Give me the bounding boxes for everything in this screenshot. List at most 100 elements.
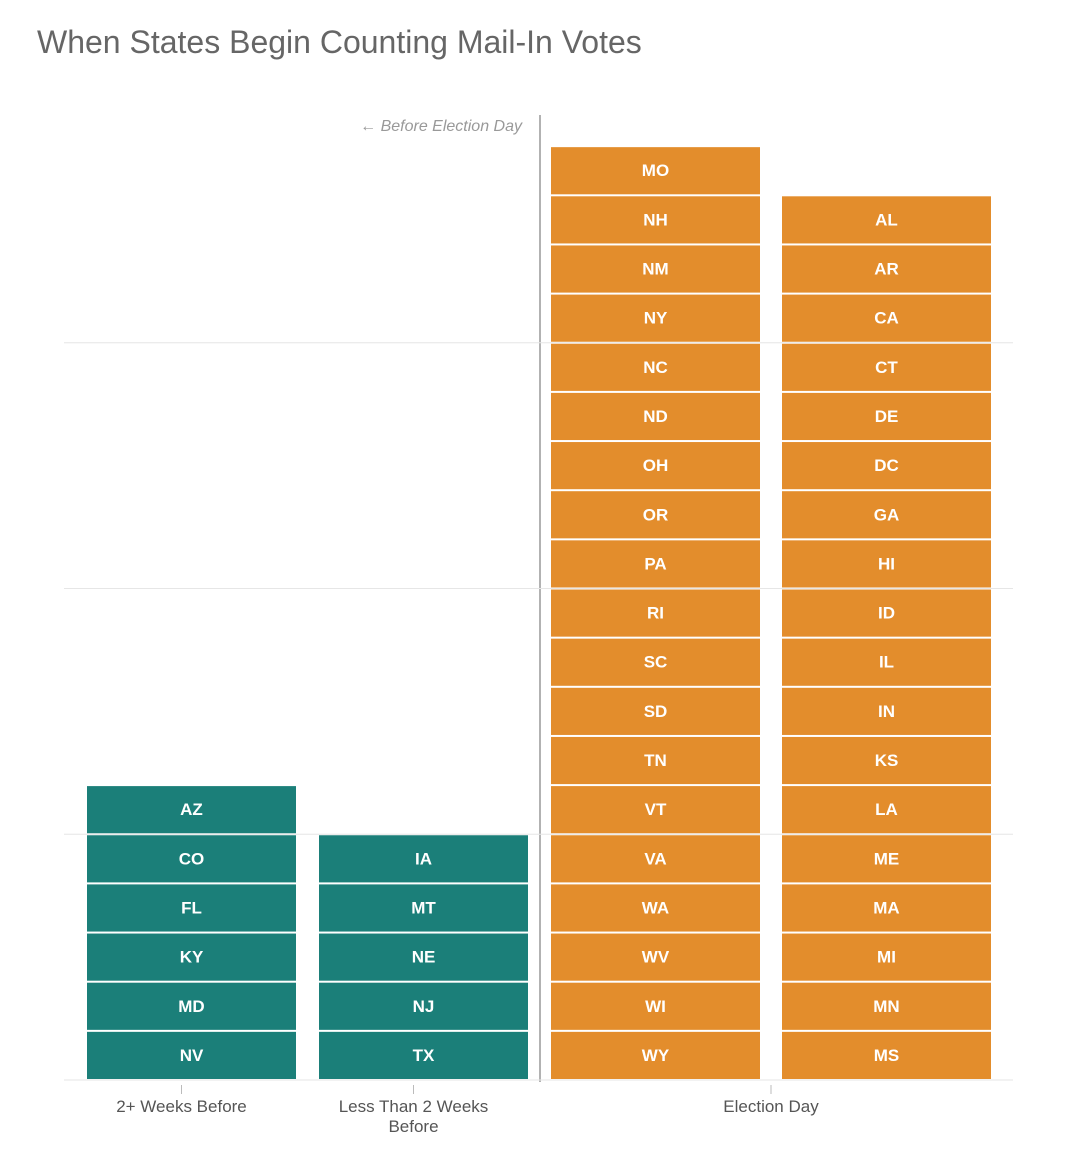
state-label: SC xyxy=(644,653,668,672)
chart-title: When States Begin Counting Mail-In Votes xyxy=(37,24,642,60)
state-block xyxy=(782,933,991,981)
state-block xyxy=(551,1031,760,1079)
state-label: WY xyxy=(642,1046,670,1065)
state-block xyxy=(782,196,991,244)
state-label: MS xyxy=(874,1046,900,1065)
state-label: ID xyxy=(878,604,895,623)
state-block xyxy=(782,392,991,441)
state-label: IL xyxy=(879,653,894,672)
state-block xyxy=(319,1031,528,1079)
state-block xyxy=(319,835,528,883)
state-label: RI xyxy=(647,604,664,623)
state-label: AR xyxy=(874,260,899,279)
state-label: NE xyxy=(412,948,436,967)
state-block xyxy=(782,786,991,834)
state-label: VA xyxy=(644,849,666,868)
state-block xyxy=(87,786,296,834)
state-label: MN xyxy=(873,997,899,1016)
state-block xyxy=(551,638,760,686)
x-label: Election Day xyxy=(723,1097,819,1116)
state-label: VT xyxy=(645,800,667,819)
state-label: TX xyxy=(413,1046,435,1065)
state-label: IA xyxy=(415,849,432,868)
state-label: SD xyxy=(644,702,668,721)
state-block xyxy=(551,786,760,834)
state-label: MA xyxy=(873,898,899,917)
state-block xyxy=(551,245,760,293)
state-block xyxy=(782,589,991,637)
state-label: KS xyxy=(875,751,899,770)
state-block xyxy=(782,982,991,1030)
state-label: WI xyxy=(645,997,666,1016)
state-label: LA xyxy=(875,800,898,819)
state-label: NC xyxy=(643,358,668,377)
annotation: ← Before Election Day xyxy=(360,118,523,135)
state-block xyxy=(782,687,991,735)
state-label: MO xyxy=(642,161,669,180)
state-label: FL xyxy=(181,898,202,917)
state-block xyxy=(782,294,991,342)
state-block xyxy=(551,933,760,981)
state-block xyxy=(551,491,760,539)
state-label: NY xyxy=(644,309,668,328)
state-block xyxy=(551,442,760,490)
state-label: CT xyxy=(875,358,898,377)
state-label: PA xyxy=(644,554,666,573)
state-label: AZ xyxy=(180,800,203,819)
state-label: IN xyxy=(878,702,895,721)
x-label: Less Than 2 Weeks Before xyxy=(338,1097,489,1136)
state-label: WA xyxy=(642,898,669,917)
state-label: ND xyxy=(643,407,668,426)
state-block xyxy=(782,638,991,686)
state-label: AL xyxy=(875,210,898,229)
state-block xyxy=(782,245,991,293)
state-block xyxy=(551,540,760,588)
state-block xyxy=(782,835,991,883)
state-block xyxy=(551,392,760,441)
state-block xyxy=(551,835,760,883)
state-block xyxy=(782,491,991,539)
state-block xyxy=(551,736,760,785)
state-block xyxy=(782,1031,991,1079)
state-block xyxy=(87,982,296,1030)
state-block xyxy=(87,933,296,981)
state-label: NM xyxy=(642,260,668,279)
state-label: CA xyxy=(874,309,899,328)
state-label: WV xyxy=(642,948,670,967)
state-block xyxy=(782,343,991,391)
state-block xyxy=(782,884,991,932)
state-block xyxy=(782,540,991,588)
state-block xyxy=(551,884,760,932)
state-label: HI xyxy=(878,554,895,573)
state-block xyxy=(551,196,760,244)
state-block xyxy=(551,147,760,195)
state-block xyxy=(551,294,760,342)
state-block xyxy=(319,982,528,1030)
state-block xyxy=(87,884,296,932)
state-label: KY xyxy=(180,948,204,967)
state-block xyxy=(551,343,760,391)
x-label: 2+ Weeks Before xyxy=(116,1097,247,1116)
state-block xyxy=(319,933,528,981)
state-block xyxy=(551,687,760,735)
state-label: MI xyxy=(877,948,896,967)
state-block xyxy=(551,982,760,1030)
state-block xyxy=(319,884,528,932)
state-label: CO xyxy=(179,849,205,868)
state-label: OR xyxy=(643,505,669,524)
state-label: NH xyxy=(643,210,668,229)
state-label: NJ xyxy=(413,997,435,1016)
state-block xyxy=(87,1031,296,1079)
state-label: MT xyxy=(411,898,436,917)
state-block xyxy=(782,442,991,490)
state-label: OH xyxy=(643,456,669,475)
state-label: ME xyxy=(874,849,900,868)
state-label: NV xyxy=(180,1046,204,1065)
state-label: MD xyxy=(178,997,204,1016)
state-label: GA xyxy=(874,505,900,524)
state-label: DE xyxy=(875,407,899,426)
state-block xyxy=(782,736,991,785)
state-block xyxy=(551,589,760,637)
